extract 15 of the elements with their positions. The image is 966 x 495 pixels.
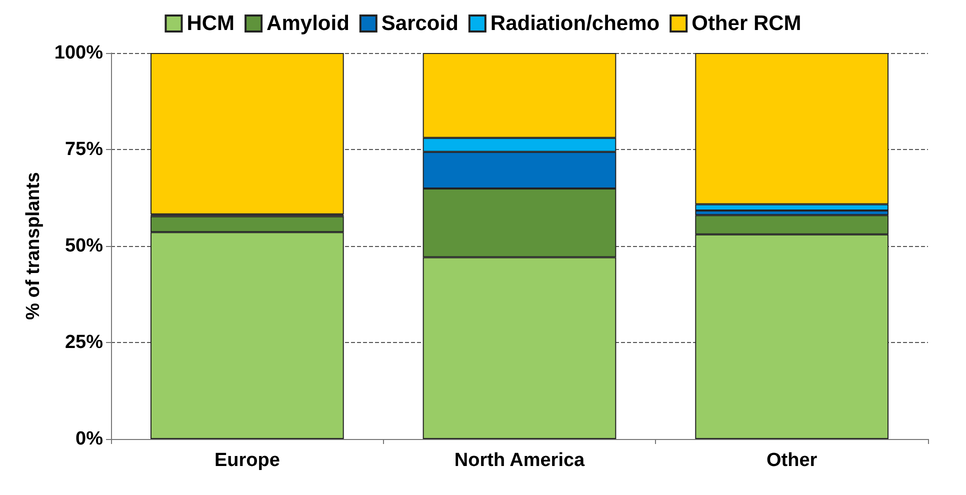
legend-label: Amyloid — [266, 12, 350, 35]
y-tick-label: 50% — [64, 236, 104, 256]
legend-label: Other RCM — [692, 12, 802, 35]
y-tick-label: 100% — [54, 42, 104, 64]
legend-label: Sarcoid — [381, 12, 458, 35]
legend-label: HCM — [186, 12, 235, 35]
y-tick-label: 25% — [64, 332, 104, 353]
bar — [150, 53, 344, 214]
y-tick-label: 0% — [76, 428, 104, 450]
y-tick-label: 75% — [64, 139, 104, 160]
x-tick-label: Europe — [214, 450, 280, 471]
x-tick-label: North America — [454, 450, 586, 471]
x-tick-label: Other — [766, 450, 818, 471]
y-axis-title: % of transplants — [23, 172, 44, 320]
legend-label: Radiation/chemo — [490, 12, 660, 35]
